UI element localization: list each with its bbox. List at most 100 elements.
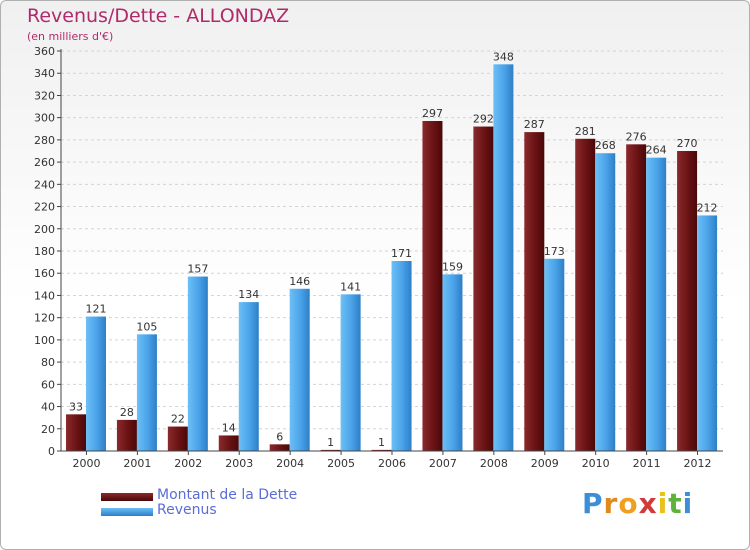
logo-letter: o <box>618 487 639 520</box>
data-label: 1 <box>327 436 334 449</box>
y-tick-label: 0 <box>48 445 55 458</box>
bar-debt <box>371 449 392 451</box>
data-label: 6 <box>276 430 283 443</box>
data-label: 141 <box>340 280 361 293</box>
bar-debt <box>66 414 86 451</box>
x-tick-label: 2001 <box>123 457 151 470</box>
data-label: 348 <box>493 50 514 63</box>
x-tick-label: 2005 <box>327 457 355 470</box>
y-tick-label: 300 <box>34 112 55 125</box>
bar-revenus <box>340 294 361 451</box>
x-tick-label: 2007 <box>429 457 457 470</box>
logo-letter: i <box>657 487 669 520</box>
legend-label-revenus: Revenus <box>157 502 217 518</box>
x-tick-label: 2004 <box>276 457 304 470</box>
y-tick-label: 180 <box>34 245 55 258</box>
data-label: 22 <box>171 413 185 426</box>
data-labels: 33 121 28 105 22 157 14 134 6 146 1 141 1 171 297 159 29… <box>69 50 718 449</box>
bar-debt <box>422 121 443 451</box>
logo-letter: r <box>603 487 619 520</box>
y-tick-label: 100 <box>34 334 55 347</box>
bar-debt <box>626 144 647 452</box>
x-tick-label: 2002 <box>174 457 202 470</box>
data-label: 292 <box>473 113 494 126</box>
data-label: 157 <box>187 263 208 276</box>
y-tick-label: 340 <box>34 67 55 80</box>
data-label: 173 <box>544 245 565 258</box>
bar-revenus <box>544 258 565 451</box>
bar-revenus <box>646 157 667 451</box>
x-tick-label: 2009 <box>531 457 559 470</box>
x-tick-label: 2000 <box>72 457 100 470</box>
y-tick-label: 220 <box>34 201 55 214</box>
bar-revenus <box>493 64 514 452</box>
x-tick-label: 2010 <box>582 457 610 470</box>
y-tick-label: 140 <box>34 289 55 302</box>
data-label: 134 <box>238 288 259 301</box>
logo-letter: P <box>582 487 604 520</box>
data-label: 14 <box>222 421 236 434</box>
x-tick-label: 2008 <box>480 457 508 470</box>
data-label: 1 <box>378 436 385 449</box>
bar-debt <box>677 151 698 451</box>
chart-subtitle: (en milliers d'€) <box>27 30 114 43</box>
bar-debt <box>473 126 494 452</box>
bar-revenus <box>187 276 208 451</box>
y-tick-label: 320 <box>34 89 55 102</box>
y-tick-label: 280 <box>34 134 55 147</box>
data-label: 212 <box>697 201 718 214</box>
data-label: 171 <box>391 247 412 260</box>
data-label: 28 <box>120 406 134 419</box>
bar-debt <box>218 435 239 451</box>
chart-title: Revenus/Dette - ALLONDAZ <box>27 5 290 27</box>
data-label: 121 <box>86 303 107 316</box>
legend-label-debt: Montant de la Dette <box>157 487 298 503</box>
data-label: 33 <box>69 400 83 413</box>
y-axis-ticks: 0 20 40 60 80 100 120 140 160 180 200 220 240 260 280 3… <box>34 45 61 458</box>
y-tick-label: 60 <box>41 378 55 391</box>
y-tick-label: 260 <box>34 156 55 169</box>
bar-debt <box>524 132 545 451</box>
y-tick-label: 360 <box>34 45 55 58</box>
bar-revenus <box>391 261 412 451</box>
bar-revenus <box>86 316 106 451</box>
y-tick-label: 20 <box>41 423 55 436</box>
bar-debt <box>167 426 188 451</box>
x-axis-ticks: 2000 2001 2002 2003 2004 2005 2006 2007 2008 2009… <box>72 451 712 470</box>
y-tick-label: 240 <box>34 178 55 191</box>
bar-revenus <box>238 302 259 451</box>
x-tick-label: 2003 <box>225 457 253 470</box>
bar-revenus <box>442 274 463 451</box>
bar-debt <box>116 419 137 451</box>
bar-debt <box>575 138 596 451</box>
axes <box>60 49 723 452</box>
data-label: 270 <box>677 137 698 150</box>
data-label: 287 <box>524 118 545 131</box>
x-tick-label: 2011 <box>633 457 661 470</box>
data-label: 159 <box>442 260 463 273</box>
logo-letter: x <box>638 487 658 520</box>
data-label: 268 <box>595 139 616 152</box>
bar-revenus <box>595 153 616 451</box>
bars <box>66 64 718 452</box>
bar-revenus <box>697 215 718 451</box>
bar-revenus <box>136 334 157 451</box>
x-tick-label: 2012 <box>684 457 712 470</box>
y-tick-label: 200 <box>34 223 55 236</box>
legend-swatch-revenus <box>101 508 153 516</box>
data-label: 276 <box>626 130 647 143</box>
logo-letter: t <box>668 487 683 520</box>
y-tick-label: 40 <box>41 401 55 414</box>
legend-swatch-debt <box>101 493 153 501</box>
y-tick-label: 120 <box>34 312 55 325</box>
data-label: 297 <box>422 107 443 120</box>
data-label: 281 <box>575 125 596 138</box>
bar-revenus <box>289 288 310 451</box>
bar-debt <box>269 444 290 451</box>
data-label: 146 <box>289 275 310 288</box>
data-label: 264 <box>646 144 667 157</box>
y-tick-label: 80 <box>41 356 55 369</box>
y-tick-label: 160 <box>34 267 55 280</box>
